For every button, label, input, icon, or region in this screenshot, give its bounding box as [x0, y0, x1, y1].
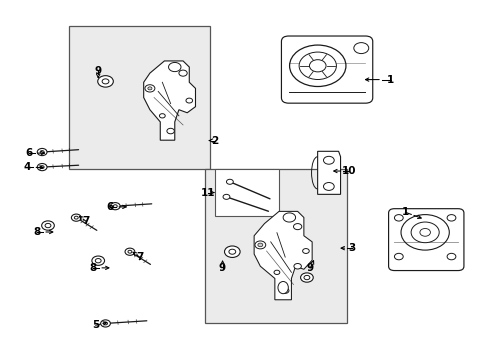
Circle shape [302, 248, 308, 253]
Circle shape [101, 320, 110, 327]
Text: 1: 1 [386, 75, 394, 85]
Polygon shape [143, 61, 195, 140]
Circle shape [103, 322, 107, 325]
Circle shape [394, 215, 403, 221]
Circle shape [228, 249, 235, 254]
Circle shape [147, 87, 152, 90]
Circle shape [309, 60, 325, 72]
Text: 11: 11 [200, 188, 215, 198]
Circle shape [144, 85, 155, 92]
Text: 9: 9 [95, 66, 102, 76]
Circle shape [273, 270, 279, 274]
Text: 6: 6 [106, 202, 114, 212]
Bar [69, 26, 210, 169]
Circle shape [95, 258, 101, 263]
Circle shape [37, 148, 47, 156]
Polygon shape [317, 151, 340, 194]
Circle shape [299, 52, 336, 80]
Bar [205, 169, 346, 323]
Circle shape [40, 166, 44, 168]
Text: 10: 10 [342, 166, 356, 176]
Text: 1: 1 [401, 207, 408, 217]
Circle shape [159, 114, 165, 118]
Circle shape [41, 221, 54, 230]
FancyBboxPatch shape [281, 36, 372, 103]
Circle shape [419, 229, 429, 236]
Circle shape [125, 248, 135, 255]
Circle shape [98, 76, 113, 87]
Circle shape [166, 128, 174, 134]
Circle shape [254, 241, 265, 249]
Circle shape [323, 183, 333, 190]
Text: 7: 7 [82, 216, 89, 226]
Circle shape [110, 203, 120, 210]
Circle shape [293, 224, 301, 230]
Circle shape [102, 79, 109, 84]
Circle shape [74, 216, 78, 219]
Circle shape [226, 179, 233, 184]
FancyBboxPatch shape [388, 209, 463, 271]
Text: 2: 2 [211, 136, 219, 145]
Circle shape [224, 246, 240, 257]
Circle shape [281, 288, 288, 293]
Circle shape [300, 273, 313, 282]
Circle shape [257, 243, 262, 247]
Circle shape [353, 42, 368, 54]
Text: 8: 8 [34, 227, 41, 237]
Circle shape [400, 215, 448, 250]
Circle shape [71, 214, 81, 221]
Circle shape [185, 98, 192, 103]
Circle shape [394, 253, 403, 260]
Polygon shape [254, 211, 311, 300]
Text: 8: 8 [89, 263, 97, 273]
Circle shape [45, 224, 51, 228]
Text: 7: 7 [136, 252, 143, 262]
Text: 6: 6 [25, 148, 33, 158]
Text: 4: 4 [24, 162, 31, 172]
Circle shape [289, 45, 345, 86]
Circle shape [293, 264, 301, 269]
Circle shape [113, 205, 117, 208]
Circle shape [323, 156, 333, 164]
Text: 3: 3 [347, 243, 355, 253]
Ellipse shape [277, 282, 288, 294]
Circle shape [446, 253, 455, 260]
Text: 5: 5 [92, 320, 99, 330]
Circle shape [304, 275, 309, 280]
Circle shape [37, 163, 47, 171]
Circle shape [179, 70, 187, 76]
Circle shape [92, 256, 104, 265]
Text: 9: 9 [306, 263, 313, 273]
Circle shape [128, 250, 132, 253]
Circle shape [40, 150, 44, 153]
Bar [215, 169, 278, 216]
Text: 9: 9 [219, 263, 225, 273]
Circle shape [223, 194, 229, 199]
Circle shape [410, 222, 438, 243]
Circle shape [446, 215, 455, 221]
